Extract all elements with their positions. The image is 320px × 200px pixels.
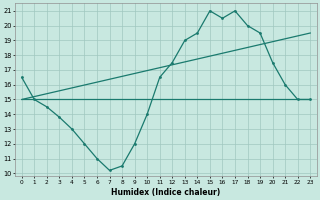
X-axis label: Humidex (Indice chaleur): Humidex (Indice chaleur) bbox=[111, 188, 220, 197]
